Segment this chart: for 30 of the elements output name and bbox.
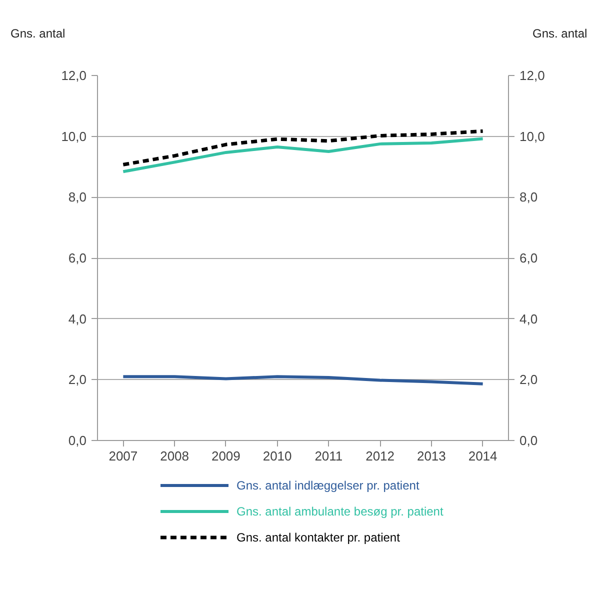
y2-tick-label: 0,0 <box>520 433 538 448</box>
y-tick-label: 0,0 <box>68 433 87 448</box>
y2-tick-label: 8,0 <box>520 190 538 205</box>
text: Gns. antal indlæggelser pr. patient <box>236 478 420 492</box>
y2-tick-label: 10,0 <box>520 128 545 144</box>
y2-tick-label: 6,0 <box>520 250 538 266</box>
x-tick-label: 2011 <box>314 448 343 464</box>
y-tick-label: 6,0 <box>68 250 87 266</box>
x-tick-label: 2008 <box>160 448 190 464</box>
y2-tick-label: 4,0 <box>520 311 538 326</box>
line-series <box>122 137 484 174</box>
y2-tick-label: 12,0 <box>520 68 545 83</box>
y-tick-label: 4,0 <box>68 311 87 326</box>
y2-tick-label: 2,0 <box>520 372 538 388</box>
line-series <box>122 375 484 386</box>
y-tick-label: 10,0 <box>61 128 87 144</box>
y-tick-label: 8,0 <box>68 190 87 205</box>
x-tick-label: 2007 <box>108 448 138 464</box>
x-tick-label: 2013 <box>416 448 446 464</box>
y2-axis-title: Gns. antal <box>532 26 588 40</box>
y-tick-label: 2,0 <box>68 372 87 388</box>
line-series <box>121 129 485 166</box>
y-axis-title: Gns. antal <box>10 26 66 40</box>
text: Gns. antal ambulante besøg pr. patient <box>236 504 444 518</box>
text: Gns. antal kontakter pr. patient <box>236 530 401 544</box>
x-tick-label: 2009 <box>211 448 240 464</box>
x-tick-label: 2012 <box>366 448 395 464</box>
x-tick-label: 2010 <box>262 448 292 464</box>
y-tick-label: 12,0 <box>61 68 87 83</box>
x-tick-label: 2014 <box>468 448 498 464</box>
